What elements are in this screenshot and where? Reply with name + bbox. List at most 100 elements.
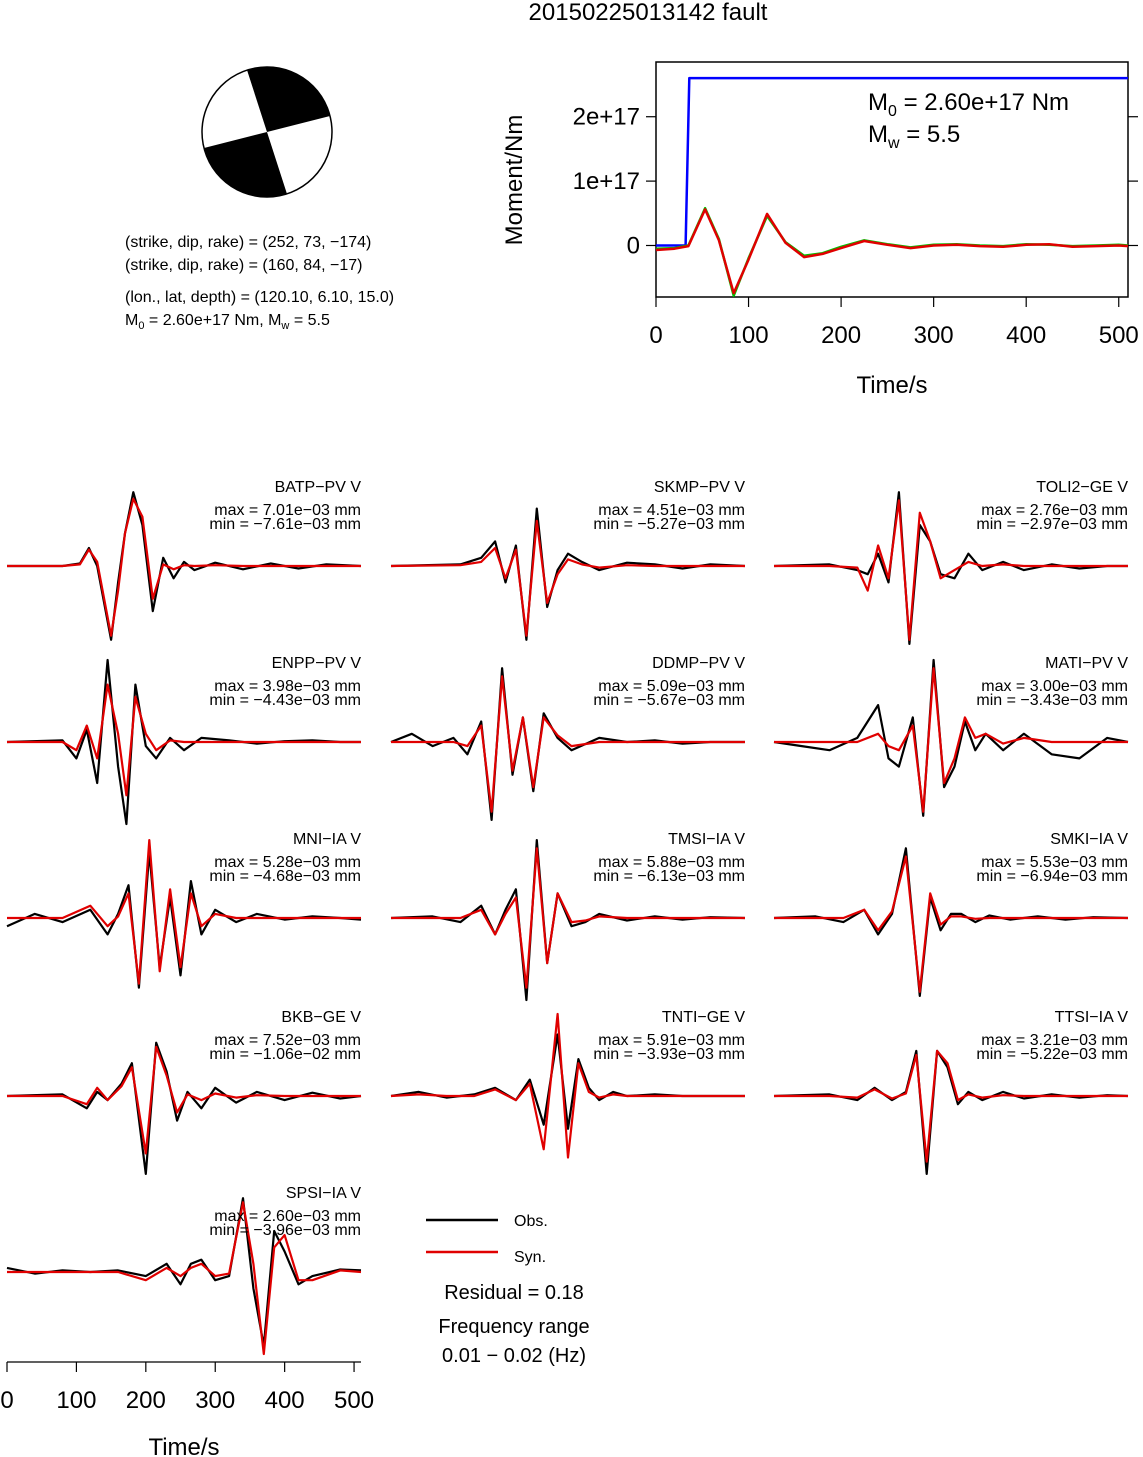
station-name: SKMP−PV V [654,479,745,496]
station-min: min = −5.22e−03 mm [976,1046,1128,1063]
legend-syn-label: Syn. [514,1249,546,1266]
synthetic-waveform [391,675,745,813]
moment-plot-frame [655,61,1129,298]
station-name: SPSI−IA V [286,1185,361,1202]
station-name: TNTI−GE V [662,1009,745,1026]
station-max: max = 5.28e−03 mm [214,854,361,871]
synthetic-waveform [391,847,745,989]
waveform-time-axis: 0 100 200 300 400 500 [0,1361,374,1414]
station-max: max = 4.51e−03 mm [598,502,745,519]
station-min: min = −1.06e−02 mm [209,1046,361,1063]
synthetic-waveform [774,855,1128,993]
waveform-x-axis-label: Time/s [148,1434,219,1457]
plane2-text: (strike, dip, rake) = (160, 84, −17) [125,257,362,274]
station-min: min = −4.68e−03 mm [209,868,361,885]
station-min: min = −3.43e−03 mm [976,692,1128,709]
synthetic-waveform [774,1049,1128,1163]
station-max: max = 5.09e−03 mm [598,678,745,695]
station-name: ENPP−PV V [272,655,362,672]
station-max: max = 2.60e−03 mm [214,1208,361,1225]
observed-waveform [773,1049,1129,1176]
synthetic-waveform [390,519,745,637]
station-min: min = −3.96e−03 mm [209,1222,361,1239]
moment-x-tick-label: 400 [1006,322,1046,349]
station-min: min = −7.61e−03 mm [209,516,361,533]
synthetic-waveform [774,499,1128,641]
station-max: max = 5.53e−03 mm [981,854,1128,871]
page-title: 20150225013142 fault [529,0,768,26]
beach-ball-compression-quadrant-ne [247,66,330,132]
moment-x-axis-label: Time/s [856,372,927,399]
moment-x-tick-label: 0 [649,322,662,349]
moment-series [655,76,1129,297]
station-name: MATI−PV V [1045,655,1128,672]
station-max: max = 2.76e−03 mm [981,502,1128,519]
station-name: SMKI−IA V [1050,831,1128,848]
moment-y-axis-label: Moment/Nm [501,115,528,246]
station-min: min = −6.94e−03 mm [976,868,1128,885]
waveform-x-tick-label: 200 [126,1387,166,1414]
station-max: max = 3.98e−03 mm [214,678,361,695]
station-name: TOLI2−GE V [1036,479,1128,496]
station-max: max = 3.21e−03 mm [981,1032,1128,1049]
waveform-x-tick-label: 100 [56,1387,96,1414]
moment-y-tick-label: 2e+17 [573,104,640,131]
moment-annotation-m0: M0 = 2.60e+17 Nm [868,89,1069,120]
station-max: max = 7.52e−03 mm [214,1032,361,1049]
station-max: max = 5.91e−03 mm [598,1032,745,1049]
moment-x-tick-label: 100 [729,322,769,349]
plane1-text: (strike, dip, rake) = (252, 73, −174) [125,234,371,251]
synthetic-waveform [7,838,361,985]
station-min: min = −3.93e−03 mm [593,1046,745,1063]
moment-annotation-mw: Mw = 5.5 [868,121,960,152]
synthetic-waveform [7,683,361,797]
station-max: max = 3.00e−03 mm [981,678,1128,695]
beach-ball [201,66,333,198]
synthetic-waveform [7,1045,361,1155]
waveform-x-tick-label: 500 [334,1387,374,1414]
station-name: TMSI−IA V [668,831,745,848]
moment-x-tick-label: 300 [914,322,954,349]
observed-waveform [390,1033,745,1130]
moment-magnitude-text: M0 = 2.60e+17 Nm, Mw = 5.5 [125,312,330,332]
frequency-range-title: Frequency range [438,1316,589,1338]
station-min: min = −4.43e−03 mm [209,692,361,709]
station-min: min = −6.13e−03 mm [593,868,745,885]
synthetic-waveform [7,497,361,637]
station-min: min = −5.67e−03 mm [593,692,745,709]
station-min: min = −5.27e−03 mm [593,516,745,533]
station-name: MNI−IA V [293,831,361,848]
station-max: max = 7.01e−03 mm [214,502,361,519]
moment-y-axis: 0 1e+17 2e+17 [573,104,1138,259]
location-text: (lon., lat, depth) = (120.10, 6.10, 15.0… [125,289,394,306]
beach-ball-compression-quadrant-sw [204,132,287,198]
moment-x-tick-label: 500 [1099,322,1139,349]
station-max: max = 5.88e−03 mm [598,854,745,871]
station-name: BATP−PV V [275,479,362,496]
frequency-range-value: 0.01 − 0.02 (Hz) [442,1345,586,1367]
synthetic-waveform [7,1201,362,1356]
moment-x-axis: 0 100 200 300 400 500 [649,297,1139,349]
station-name: BKB−GE V [281,1009,361,1026]
residual-text: Residual = 0.18 [444,1282,584,1304]
observed-waveform [773,658,1129,817]
legend: Obs. Syn. Residual = 0.18 Frequency rang… [426,1213,590,1367]
moment-chart: 0 100 200 300 400 500 0 1e+17 2e+17 Time/s Mome… [501,61,1139,399]
waveform-x-tick-label: 400 [265,1387,305,1414]
moment-y-tick-label: 0 [627,232,640,259]
synthetic-waveform [774,667,1128,813]
